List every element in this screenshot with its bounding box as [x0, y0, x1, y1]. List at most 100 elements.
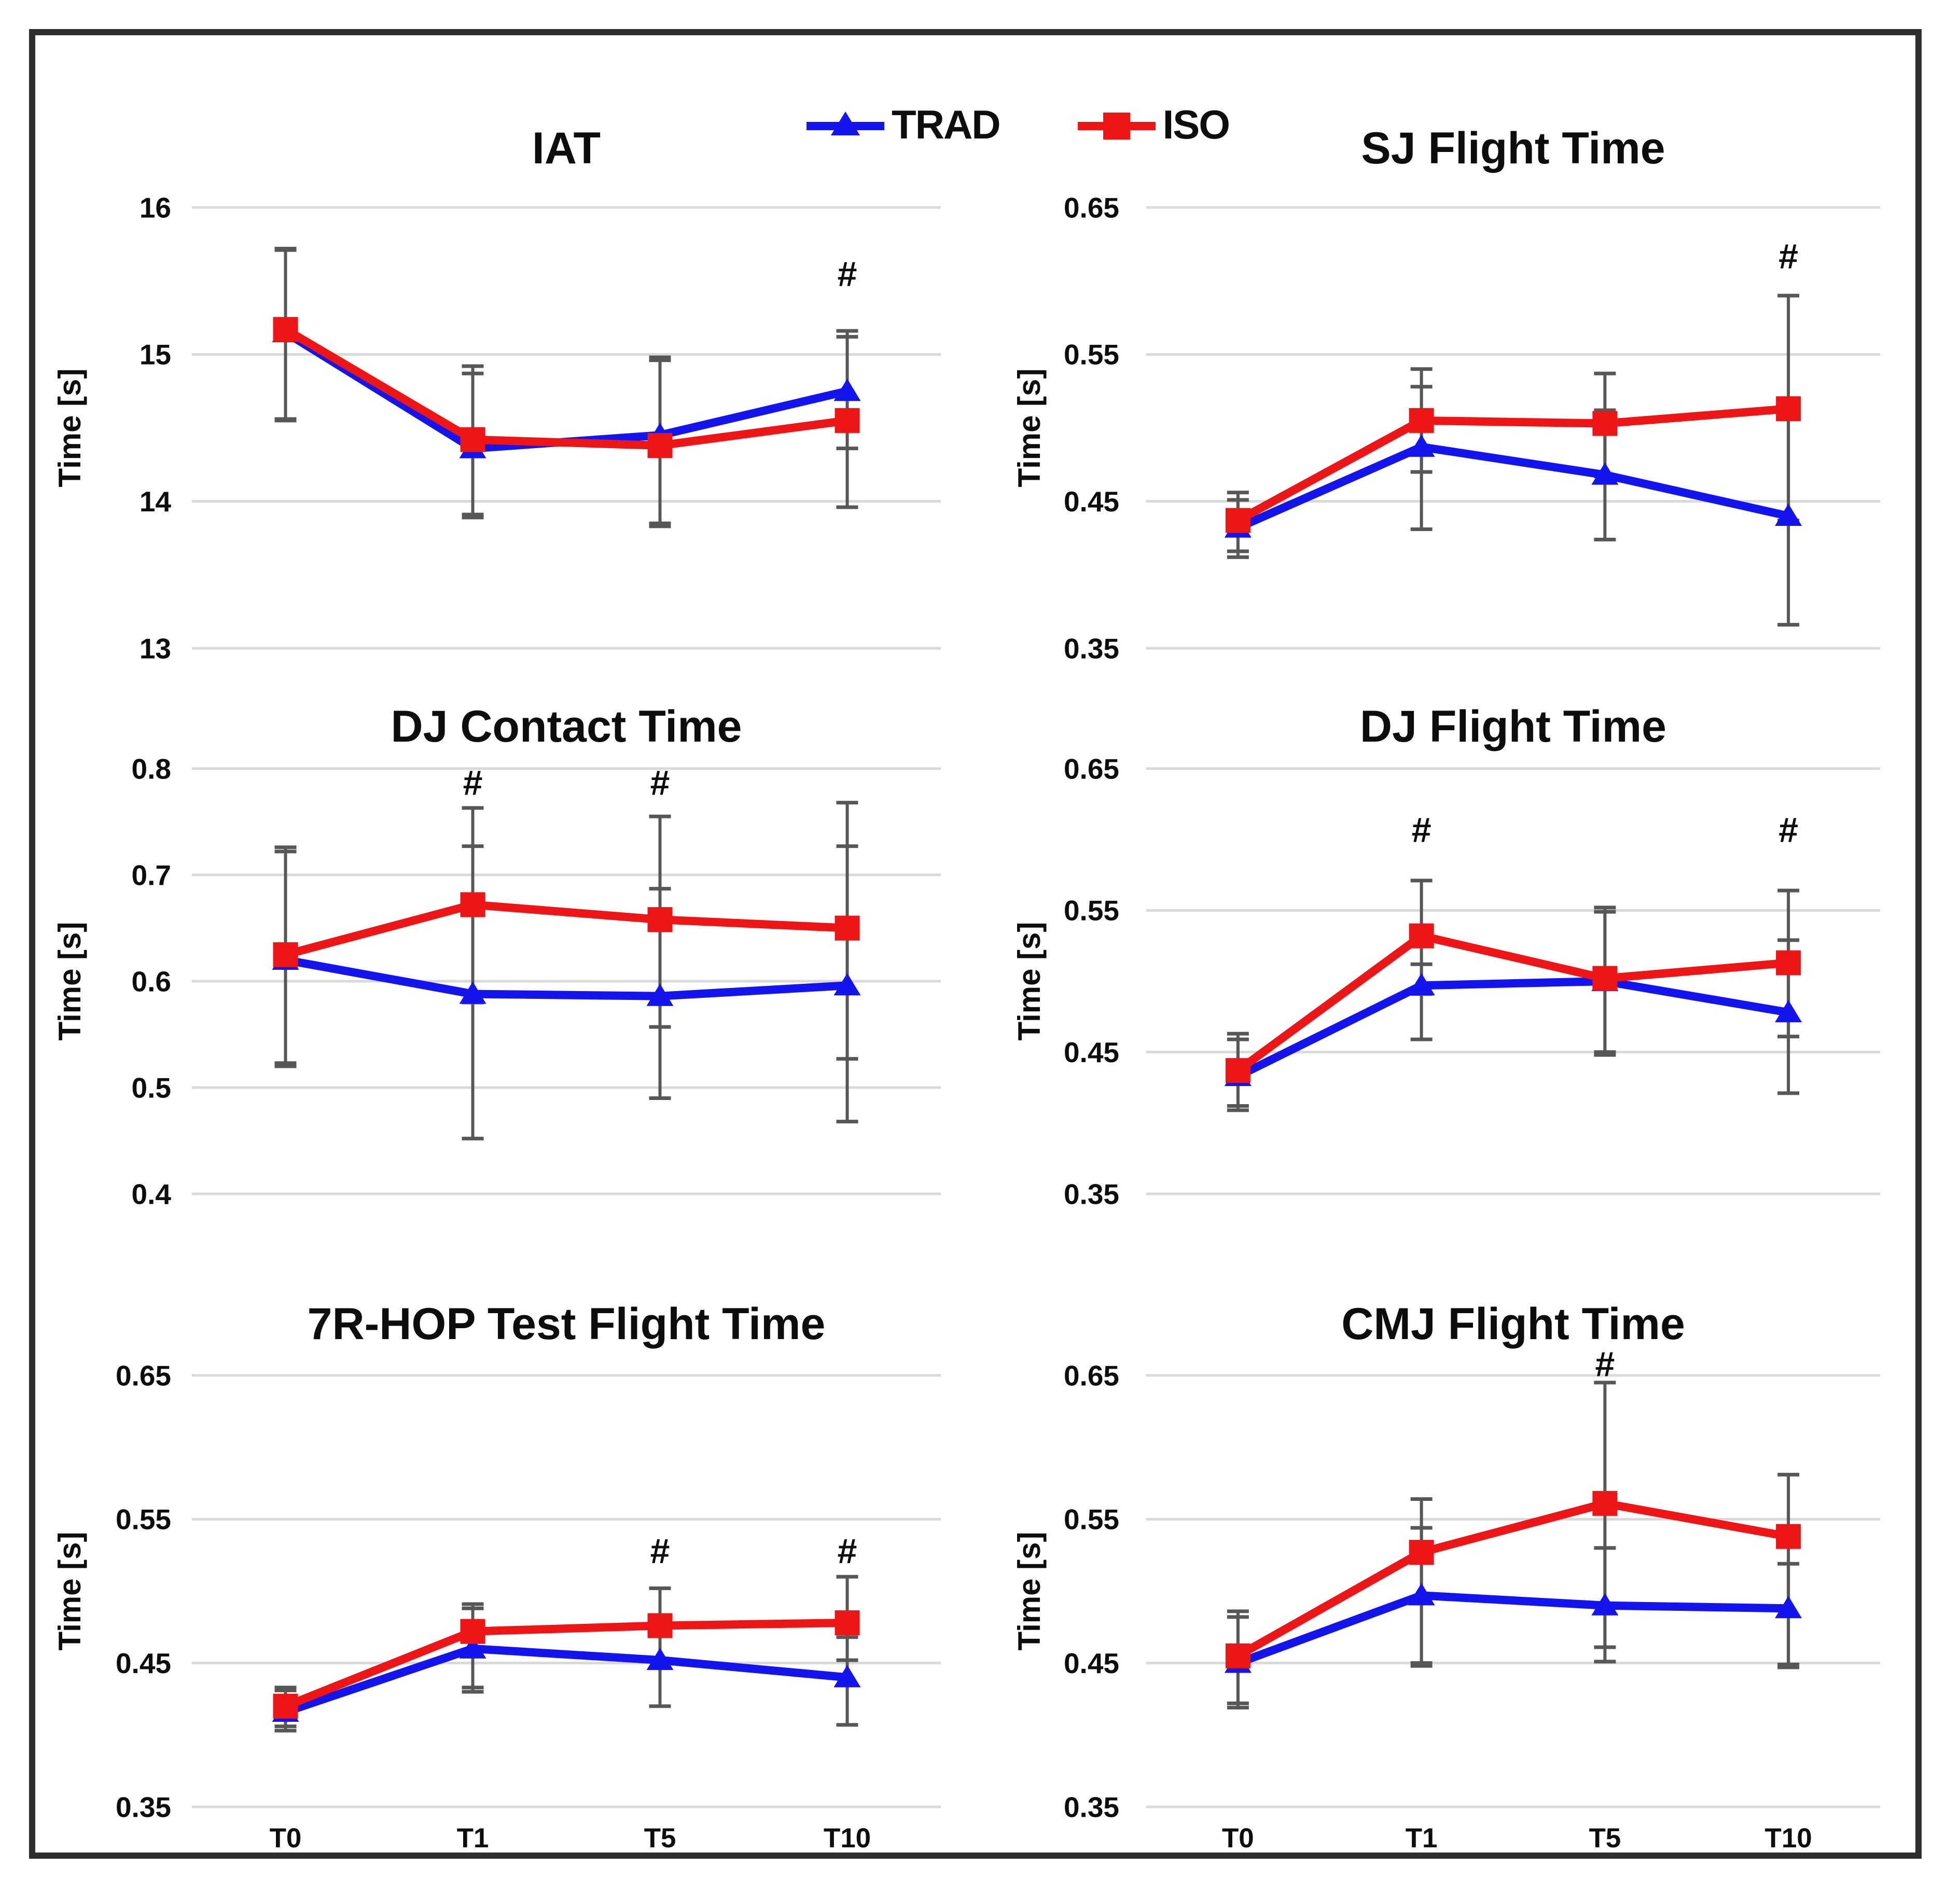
- panel-title: 7R-HOP Test Flight Time: [308, 1299, 826, 1349]
- series-line-iso: [284, 1619, 847, 1710]
- marker-triangle-trad: [1408, 973, 1435, 996]
- y-tick-label: 0.35: [1064, 1791, 1119, 1823]
- marker-triangle-trad: [1775, 504, 1802, 526]
- series-line-trad: [284, 1644, 848, 1716]
- marker-square-iso: [835, 915, 860, 941]
- significance-marker: #: [1595, 1345, 1615, 1384]
- marker-square-iso: [1776, 1524, 1801, 1549]
- x-tick-label: T0: [1222, 1823, 1254, 1854]
- marker-square-iso: [1225, 1058, 1250, 1083]
- error-bar-iso: [1777, 1472, 1800, 1666]
- y-tick-label: 15: [140, 339, 171, 371]
- y-tick-label: 0.45: [1064, 1036, 1119, 1068]
- panel-title: IAT: [532, 123, 601, 173]
- marker-square-iso: [647, 1613, 673, 1638]
- y-tick-label: 13: [140, 632, 171, 664]
- y-tick-label: 0.55: [116, 1503, 171, 1536]
- marker-triangle-trad: [459, 981, 486, 1004]
- significance-marker: #: [838, 254, 857, 294]
- panel-title: DJ Contact Time: [391, 702, 742, 751]
- y-axis-title: Time [s]: [1012, 369, 1047, 488]
- marker-triangle-trad: [646, 983, 674, 1006]
- marker-triangle-trad: [833, 1665, 861, 1688]
- series-line-iso: [1236, 405, 1789, 524]
- series-line-iso: [283, 326, 848, 450]
- series-line-trad: [1236, 1591, 1789, 1667]
- y-tick-label: 0.7: [132, 859, 171, 891]
- y-tick-label: 0.5: [132, 1071, 171, 1104]
- marker-square-iso: [1225, 1643, 1250, 1668]
- marker-square-iso: [1225, 508, 1250, 533]
- y-axis-title: Time [s]: [52, 922, 87, 1041]
- significance-marker: #: [650, 1531, 670, 1571]
- y-tick-label: 0.65: [1064, 753, 1119, 785]
- y-axis-title: Time [s]: [52, 369, 87, 488]
- panel-dj-flight-time: 0.65 0.55 0.45 0.35 Time [s] DJ Flight Time # #: [1012, 702, 1880, 1210]
- panel-sj-flight-time: 0.65 0.55 0.45 0.35 Time [s] SJ Flight Time #: [1012, 123, 1880, 664]
- y-tick-label: 0.45: [1064, 485, 1119, 518]
- y-tick-label: 0.6: [132, 965, 171, 997]
- marker-square-iso: [835, 408, 860, 433]
- y-tick-label: 0.8: [132, 753, 171, 785]
- marker-triangle-trad: [1408, 1583, 1435, 1606]
- series-line-trad: [285, 956, 847, 1000]
- panel-iat: 16 15 14 13 Time [s] IAT #: [52, 123, 941, 664]
- y-tick-label: 0.45: [116, 1647, 171, 1679]
- error-bar-iso: [1410, 1497, 1433, 1665]
- marker-square-iso: [835, 1610, 860, 1636]
- series-line-trad: [1236, 442, 1789, 532]
- significance-marker: #: [463, 763, 483, 802]
- series-line-trad: [1236, 977, 1789, 1080]
- y-tick-label: 0.55: [1064, 895, 1119, 927]
- marker-square-iso: [1409, 923, 1434, 949]
- significance-marker: #: [1778, 236, 1798, 276]
- y-tick-label: 0.65: [116, 1359, 171, 1391]
- marker-square-iso: [647, 907, 673, 932]
- y-tick-label: 0.65: [1064, 1359, 1119, 1391]
- x-tick-label: T0: [270, 1823, 302, 1854]
- marker-square-iso: [460, 892, 485, 917]
- y-axis-title: Time [s]: [52, 1532, 87, 1651]
- marker-square-iso: [1409, 1540, 1434, 1565]
- marker-square-iso: [1592, 411, 1618, 436]
- series-line-iso: [1235, 931, 1789, 1074]
- x-tick-label: T10: [824, 1823, 871, 1854]
- marker-square-iso: [1776, 396, 1801, 422]
- marker-triangle-trad: [1591, 1593, 1619, 1616]
- panel-title: DJ Flight Time: [1360, 702, 1666, 751]
- panel-dj-contact-time: 0.8 0.7 0.6 0.5 0.4 Time [s] DJ Contact Time # #: [52, 702, 941, 1210]
- y-axis-title: Time [s]: [1012, 1532, 1047, 1651]
- panel-7r-hop-test-flight-time: 0.65 0.55 0.45 0.35 Time [s] 7R-HOP Test Flig…: [52, 1299, 941, 1854]
- marker-triangle-trad: [459, 1636, 486, 1659]
- y-tick-label: 16: [140, 191, 171, 224]
- y-tick-label: 0.65: [1064, 191, 1119, 224]
- x-tick-label: T1: [457, 1823, 489, 1854]
- panel-cmj-flight-time: 0.65 0.55 0.45 0.35 Time [s] CMJ Flight Time#…: [1012, 1299, 1880, 1854]
- panel-title: CMJ Flight Time: [1341, 1299, 1685, 1349]
- y-tick-label: 0.55: [1064, 1503, 1119, 1536]
- marker-square-iso: [1592, 966, 1618, 991]
- significance-marker: #: [838, 1531, 857, 1571]
- trad-line-triangle-icon: [807, 111, 884, 135]
- significance-marker: #: [1778, 810, 1798, 849]
- x-tick-label: T5: [644, 1823, 676, 1854]
- marker-triangle-trad: [1408, 434, 1435, 457]
- legend-label-trad: TRAD: [892, 102, 1001, 147]
- marker-square-iso: [460, 1619, 485, 1644]
- marker-triangle-trad: [833, 379, 861, 401]
- marker-triangle-trad: [1775, 1596, 1802, 1619]
- y-axis-title: Time [s]: [1012, 922, 1047, 1041]
- legend-item-trad: TRAD: [807, 101, 1001, 148]
- y-tick-label: 0.35: [1064, 1178, 1119, 1210]
- marker-square-iso: [1592, 1491, 1618, 1516]
- legend-label-iso: ISO: [1162, 102, 1230, 147]
- marker-square-iso: [1776, 950, 1801, 976]
- marker-triangle-trad: [1591, 462, 1619, 485]
- error-bar-iso: [1594, 1381, 1616, 1664]
- legend: TRAD ISO: [807, 101, 1230, 148]
- y-tick-label: 0.35: [1064, 632, 1119, 664]
- significance-marker: #: [650, 763, 670, 802]
- marker-triangle-trad: [1775, 1000, 1802, 1023]
- marker-square-iso: [273, 942, 298, 967]
